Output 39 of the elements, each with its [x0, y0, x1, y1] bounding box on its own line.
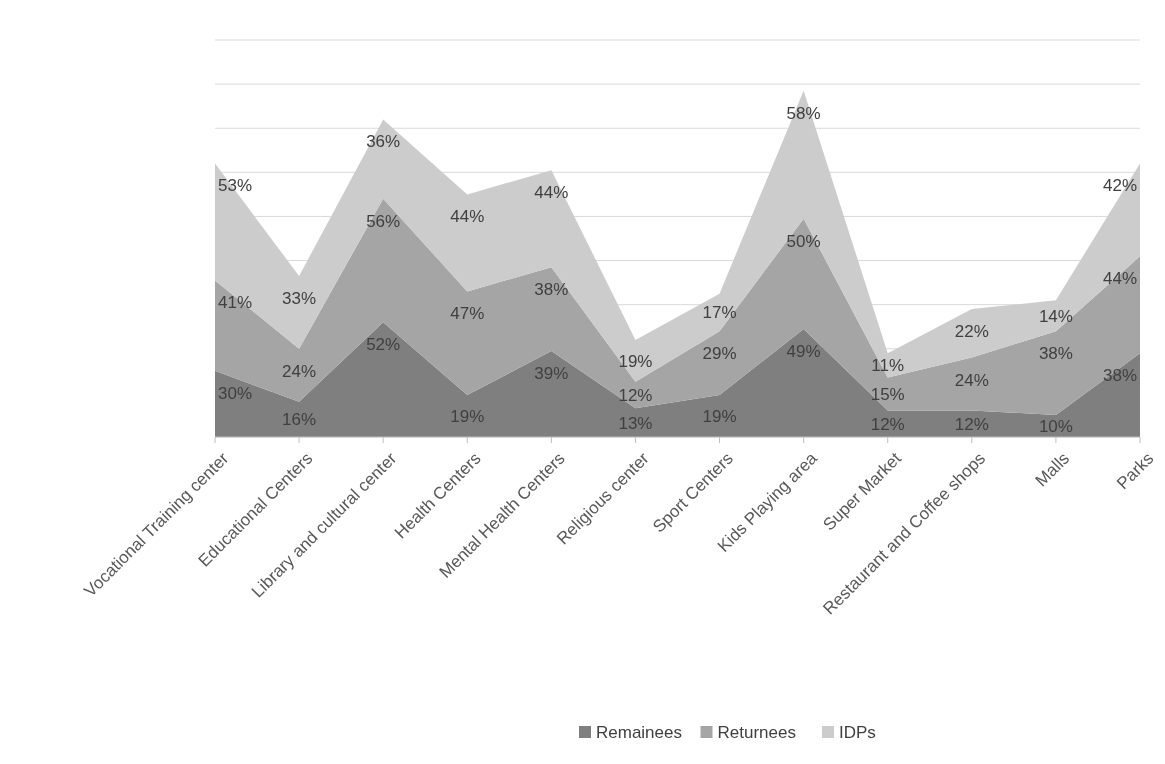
data-label: 12%	[870, 414, 905, 434]
data-label: 44%	[450, 207, 485, 227]
data-label: 44%	[1102, 269, 1137, 289]
data-label: 42%	[1102, 176, 1137, 196]
data-label: 15%	[870, 384, 905, 404]
data-label: 22%	[954, 322, 989, 342]
data-label: 12%	[618, 386, 653, 406]
data-label: 56%	[366, 211, 401, 231]
data-label: 33%	[282, 288, 317, 308]
legend-label: Returnees	[717, 722, 796, 742]
data-label: 24%	[954, 370, 989, 390]
data-label: 44%	[534, 183, 569, 203]
data-label: 38%	[534, 280, 569, 300]
legend-label: IDPs	[839, 722, 876, 742]
data-label: 14%	[1038, 306, 1073, 326]
data-label: 38%	[1038, 344, 1073, 364]
data-label: 49%	[786, 341, 821, 361]
data-label: 47%	[450, 304, 485, 324]
data-label: 29%	[702, 344, 737, 364]
legend-label: Remainees	[596, 722, 682, 742]
data-label: 19%	[450, 407, 485, 426]
data-label: 36%	[366, 132, 401, 152]
data-label: 17%	[702, 303, 737, 323]
data-label: 41%	[218, 293, 253, 313]
data-label: 39%	[534, 363, 569, 383]
data-label: 16%	[282, 410, 317, 430]
data-label: 53%	[218, 176, 253, 196]
data-label: 50%	[786, 231, 821, 251]
data-label: 52%	[366, 335, 401, 355]
data-label: 13%	[618, 413, 653, 433]
data-label: 10%	[1038, 416, 1073, 436]
data-label: 38%	[1102, 366, 1137, 386]
data-label: 12%	[954, 414, 989, 434]
data-label: 30%	[218, 383, 253, 403]
data-label: 19%	[618, 351, 653, 371]
data-label: 58%	[786, 103, 821, 123]
data-label: 11%	[871, 356, 905, 376]
data-label: 24%	[282, 361, 317, 381]
data-label: 19%	[702, 407, 737, 426]
